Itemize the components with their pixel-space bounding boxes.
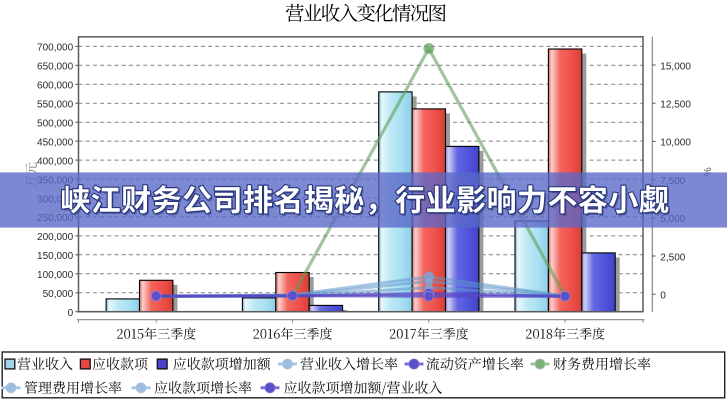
svg-text:450,000: 450,000 — [37, 137, 74, 148]
svg-text:500,000: 500,000 — [37, 119, 74, 130]
svg-text:10,000: 10,000 — [660, 138, 691, 149]
svg-text:600,000: 600,000 — [37, 81, 74, 92]
svg-text:550,000: 550,000 — [37, 100, 74, 111]
svg-text:%: % — [702, 167, 714, 176]
svg-text:100,000: 100,000 — [37, 270, 74, 281]
svg-text:150,000: 150,000 — [37, 251, 74, 262]
svg-text:650,000: 650,000 — [37, 62, 74, 73]
svg-text:200,000: 200,000 — [37, 232, 74, 243]
svg-text:700,000: 700,000 — [37, 43, 74, 54]
svg-text:12,500: 12,500 — [660, 100, 691, 111]
svg-text:400,000: 400,000 — [37, 156, 74, 167]
svg-text:2,500: 2,500 — [660, 252, 685, 263]
svg-text:0: 0 — [68, 308, 74, 319]
svg-text:15,000: 15,000 — [660, 61, 691, 72]
svg-text:0: 0 — [660, 291, 666, 302]
svg-text:50,000: 50,000 — [43, 289, 74, 300]
